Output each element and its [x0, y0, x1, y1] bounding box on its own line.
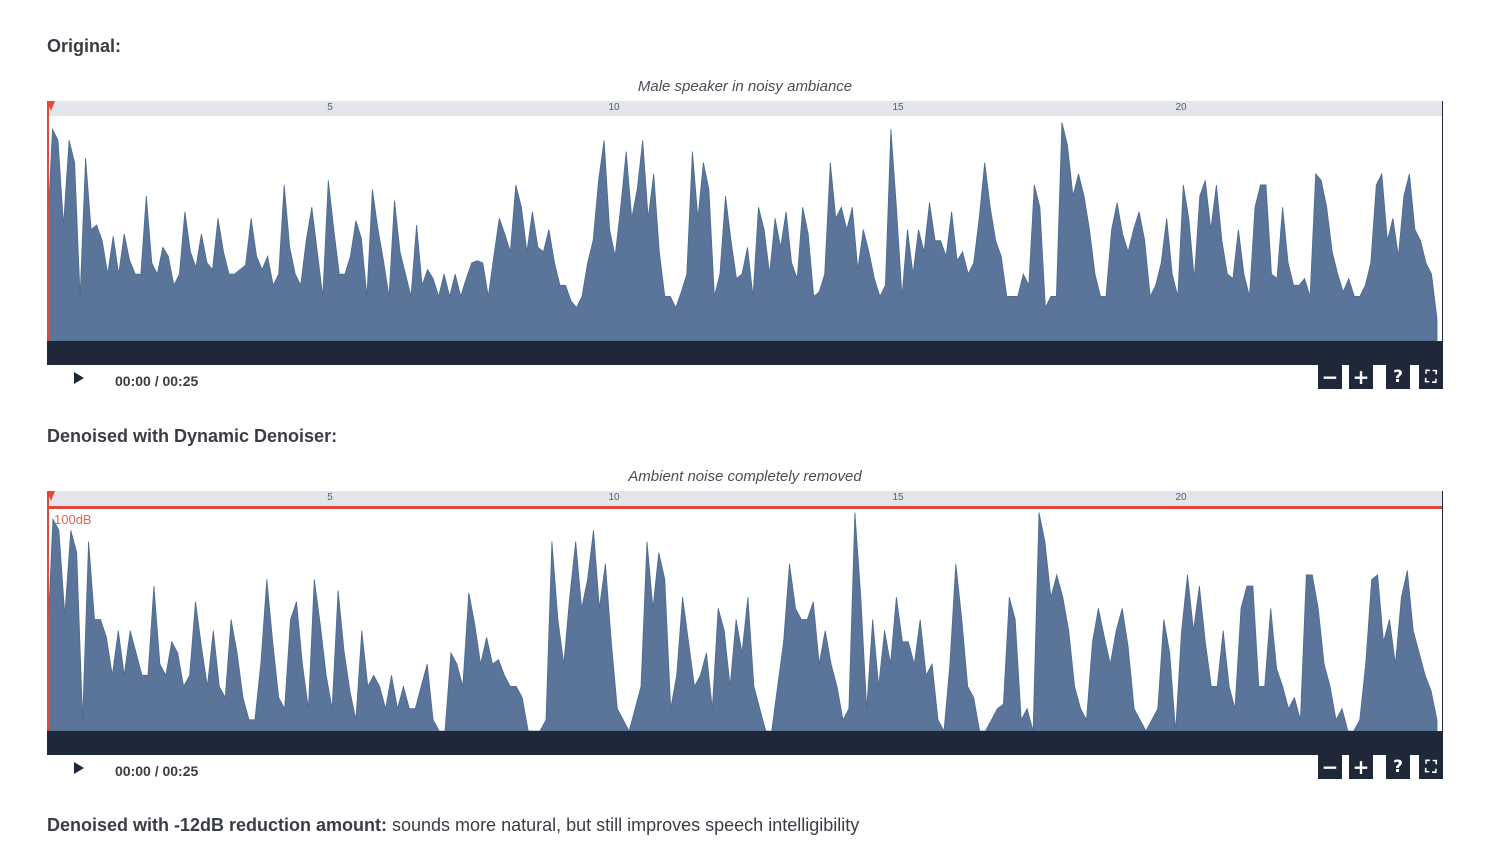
button-gap — [1410, 755, 1419, 779]
waveform-svg — [47, 512, 1438, 731]
waveform-display[interactable] — [47, 506, 1443, 731]
tick-label: 5 — [327, 492, 333, 503]
playhead-line[interactable] — [47, 491, 49, 731]
waveform-area — [47, 122, 1438, 341]
play-icon — [74, 372, 84, 384]
control-bar-spacer — [109, 365, 1318, 389]
button-gap — [1342, 755, 1349, 779]
button-gap — [1410, 365, 1419, 389]
tick-label: 20 — [1175, 492, 1187, 503]
timeline-ruler[interactable]: 5 10 15 20 — [47, 491, 1443, 506]
time-display: 00:00 / 00:25 — [115, 763, 199, 779]
control-bar-spacer — [109, 755, 1318, 779]
play-icon — [74, 762, 84, 774]
audio-player-original: Male speaker in noisy ambiance 5 10 15 2… — [47, 78, 1443, 391]
playhead-marker-icon[interactable] — [47, 491, 55, 501]
tick-label: 5 — [327, 102, 333, 113]
fullscreen-button[interactable]: ⛶ — [1419, 365, 1443, 389]
playhead-marker-icon[interactable] — [47, 101, 55, 111]
play-button[interactable] — [47, 365, 109, 389]
fullscreen-button[interactable]: ⛶ — [1419, 755, 1443, 779]
tick-label: 15 — [892, 102, 904, 113]
button-gap — [1373, 755, 1386, 779]
tick-label: 20 — [1175, 102, 1187, 113]
footer-bold: Denoised with -12dB reduction amount: — [47, 815, 388, 835]
play-button[interactable] — [47, 755, 109, 779]
zoom-in-button[interactable]: + — [1349, 755, 1373, 779]
help-button[interactable]: ? — [1386, 755, 1410, 779]
help-button[interactable]: ? — [1386, 365, 1410, 389]
threshold-label: 100dB — [54, 512, 92, 527]
section-title-original: Original: — [47, 36, 122, 56]
time-display: 00:00 / 00:25 — [115, 373, 199, 389]
footer-rest: sounds more natural, but still improves … — [387, 815, 860, 835]
tick-label: 10 — [608, 492, 620, 503]
zoom-in-button[interactable]: + — [1349, 365, 1373, 389]
section-title-denoised: Denoised with Dynamic Denoiser: — [47, 426, 338, 446]
waveform-end-line — [1442, 101, 1443, 341]
timeline-ruler[interactable]: 5 10 15 20 — [47, 101, 1443, 116]
control-bar: 00:00 / 00:25 − + ? ⛶ — [47, 341, 1443, 389]
waveform-end-line — [1442, 491, 1443, 731]
button-gap — [1373, 365, 1386, 389]
zoom-out-button[interactable]: − — [1318, 365, 1342, 389]
tick-label: 15 — [892, 492, 904, 503]
control-bar: 00:00 / 00:25 − + ? ⛶ — [47, 731, 1443, 779]
threshold-line[interactable] — [47, 506, 1443, 509]
waveform-caption: Ambient noise completely removed — [628, 468, 862, 485]
audio-player-denoised: Ambient noise completely removed 5 10 15… — [47, 468, 1443, 781]
zoom-out-button[interactable]: − — [1318, 755, 1342, 779]
tick-label: 10 — [608, 102, 620, 113]
waveform-caption: Male speaker in noisy ambiance — [637, 78, 853, 95]
button-gap — [1342, 365, 1349, 389]
footer-description: Denoised with -12dB reduction amount: so… — [47, 815, 859, 836]
waveform-display[interactable] — [47, 116, 1443, 341]
playhead-line[interactable] — [47, 101, 49, 341]
waveform-area — [47, 512, 1438, 731]
waveform-svg — [47, 122, 1438, 341]
